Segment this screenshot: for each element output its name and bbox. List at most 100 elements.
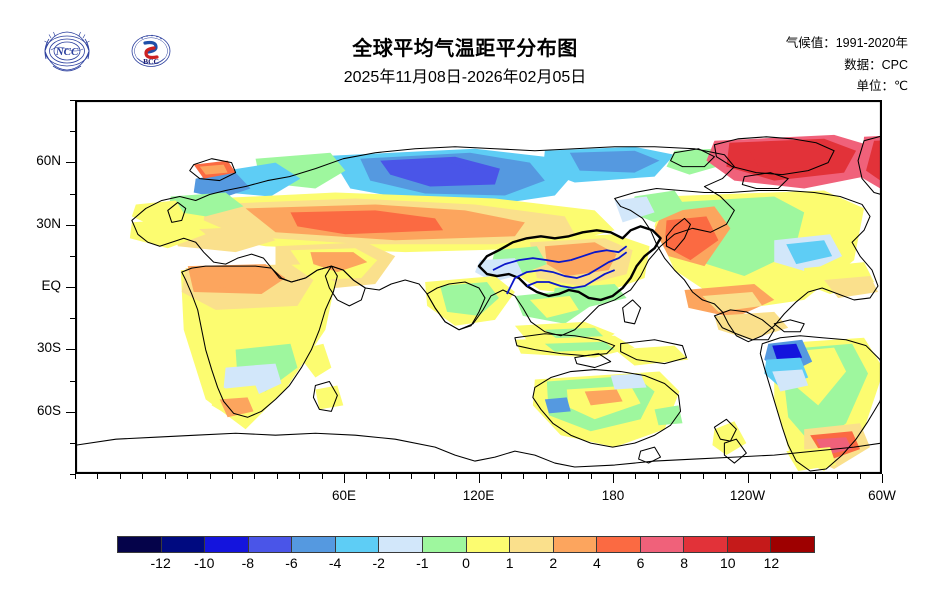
anomaly-field [129, 134, 881, 472]
x-minor-tick [388, 474, 390, 479]
x-major-tick [747, 474, 749, 483]
x-minor-tick [456, 474, 458, 479]
colorbar-segment-4 [292, 537, 336, 552]
x-axis-label: 120W [729, 488, 766, 503]
y-major-tick [66, 287, 75, 288]
region-indonesia [514, 335, 689, 366]
logo-group: NCC BCC [36, 28, 182, 74]
colorbar-segment-12 [640, 537, 685, 552]
x-axis-label: 60W [868, 488, 896, 503]
colorbar-tick: 4 [592, 555, 601, 571]
colorbar-segment-8 [466, 537, 511, 552]
map-plot-area [75, 100, 882, 474]
region-africa [180, 264, 336, 430]
colorbar-tick: 10 [719, 555, 736, 571]
region-south-america [764, 337, 881, 472]
y-axis-label: 60N [36, 153, 61, 169]
colorbar-tick: -1 [416, 555, 429, 571]
region-siberia [193, 146, 725, 205]
y-minor-tick [70, 380, 75, 382]
x-minor-tick [725, 474, 727, 479]
region-north-america [614, 190, 879, 340]
colorbar [117, 536, 815, 553]
bcc-logo: BCC [131, 34, 171, 67]
x-minor-tick [119, 474, 121, 479]
y-major-tick [66, 349, 75, 351]
x-minor-tick [142, 474, 144, 479]
ncc-logo: NCC [44, 31, 90, 72]
y-minor-tick [70, 100, 75, 101]
colorbar-tick: -6 [285, 555, 298, 571]
x-minor-tick [411, 474, 413, 479]
y-major-tick [66, 224, 75, 226]
y-minor-tick [70, 474, 75, 475]
x-minor-tick [97, 474, 99, 479]
colorbar-segment-11 [597, 537, 641, 552]
colorbar-tick: -12 [150, 555, 171, 571]
y-minor-tick [70, 255, 75, 257]
colorbar-segment-3 [248, 537, 293, 552]
colorbar-tick: 8 [680, 555, 689, 571]
x-minor-tick [299, 474, 301, 479]
x-minor-tick [500, 474, 502, 479]
colorbar-tick: -10 [194, 555, 215, 571]
colorbar-tick: 12 [763, 555, 780, 571]
x-minor-tick [657, 474, 659, 479]
metadata-block: 气候值：1991-2020年 数据：CPC 单位：℃ [786, 33, 908, 98]
colorbar-segment-6 [379, 537, 423, 552]
y-minor-tick [70, 193, 75, 195]
x-minor-tick [209, 474, 211, 479]
x-minor-tick [702, 474, 704, 479]
x-major-tick [882, 474, 883, 483]
colorbar-segment-2 [205, 537, 249, 552]
x-minor-tick [859, 474, 861, 479]
x-minor-tick [433, 474, 435, 479]
x-axis-label: 60E [331, 488, 357, 503]
x-minor-tick [680, 474, 682, 479]
china-rivers [492, 245, 628, 295]
colorbar-segment-1 [161, 537, 206, 552]
data-source: 数据：CPC [844, 57, 908, 72]
x-minor-tick [769, 474, 771, 479]
colorbar-tick: -4 [328, 555, 342, 571]
y-axis-label: 60S [36, 402, 61, 418]
colorbar-segment-0 [118, 537, 162, 552]
y-axis-label: 30S [36, 340, 61, 356]
svg-text:NCC: NCC [55, 46, 79, 58]
x-major-tick [478, 474, 480, 483]
y-major-tick [66, 162, 75, 164]
svg-text:BCC: BCC [143, 57, 159, 66]
colorbar-tick-labels: -12 -10 -8 -6 -4 -2 -1 0 1 2 4 6 8 10 12 [117, 555, 815, 577]
y-axis-label: EQ [41, 278, 61, 293]
x-minor-tick [590, 474, 592, 479]
y-axis-label: 30N [36, 215, 61, 231]
colorbar-segment-14 [727, 537, 772, 552]
colorbar-segment-9 [510, 537, 554, 552]
world-anomaly-map [76, 101, 881, 473]
y-major-tick [66, 411, 75, 413]
x-minor-tick [814, 474, 816, 479]
colorbar-tick: 6 [636, 555, 645, 571]
unit-label: 单位：℃ [856, 79, 908, 93]
region-australia [532, 371, 747, 456]
x-minor-tick [635, 474, 637, 479]
colorbar-tick: 0 [462, 555, 470, 571]
colorbar-tick: -2 [372, 555, 385, 571]
coastlines [76, 135, 881, 472]
region-arctic-greenland [706, 134, 881, 189]
colorbar-tick: -8 [241, 555, 255, 571]
region-eurasia-warm [129, 192, 615, 253]
colorbar-tick: 2 [549, 555, 558, 571]
x-minor-tick [523, 474, 525, 479]
colorbar-segment-15 [771, 537, 814, 552]
colorbar-swatches [117, 536, 815, 553]
x-minor-tick [164, 474, 166, 479]
x-minor-tick [187, 474, 189, 479]
x-minor-tick [568, 474, 570, 479]
x-minor-tick [276, 474, 278, 479]
x-major-tick [344, 474, 345, 483]
x-axis-label: 180 [601, 488, 625, 503]
colorbar-segment-13 [684, 537, 728, 552]
y-minor-tick [70, 131, 75, 133]
colorbar-segment-5 [335, 537, 380, 552]
